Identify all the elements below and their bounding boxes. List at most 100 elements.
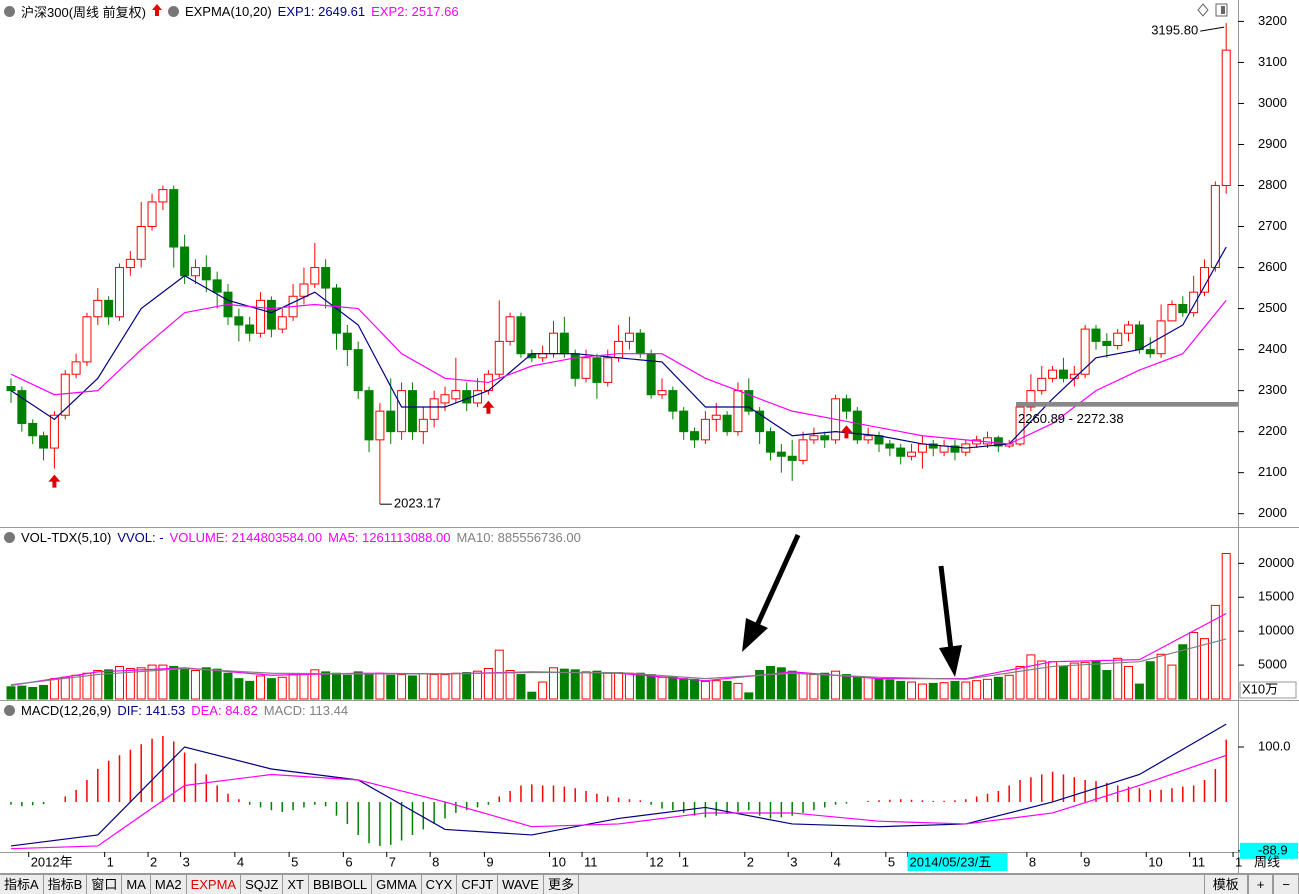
toolbar: 指标A 指标B 窗口 MA MA2 EXPMA SQJZ XT BBIBOLL GMMA CYX CF… [0, 874, 1299, 894]
candle-body [657, 390, 667, 396]
volume-bar [679, 678, 689, 700]
candle-body [125, 258, 135, 269]
candle-body [592, 357, 602, 383]
toolbar-tab[interactable]: BBIBOLL [309, 875, 373, 894]
candle-body [917, 443, 927, 453]
candle-body [1210, 185, 1220, 269]
volume-bar [180, 667, 190, 700]
indicator-line [10, 299, 1227, 445]
candle-body [983, 437, 992, 445]
volume-bar [28, 686, 38, 700]
x-tick-label: 3 [183, 854, 190, 869]
volume-bar [646, 674, 656, 700]
x-tick-label: 11 [1192, 854, 1206, 869]
volume-bar [440, 674, 450, 700]
toolbar-button[interactable]: − [1273, 875, 1299, 894]
volume-bar [809, 674, 819, 700]
volume-bar [1026, 654, 1036, 700]
candle-body [39, 435, 49, 449]
volume-bar [190, 670, 200, 700]
volume-bar [332, 672, 341, 700]
toolbar-tab[interactable]: WAVE [498, 875, 544, 894]
volume-bar [321, 671, 331, 700]
volume-bar [418, 673, 428, 700]
candle-body [277, 316, 287, 330]
candle-body [722, 414, 732, 433]
y-tick-label: 3200 [1258, 13, 1287, 28]
volume-bar [1058, 665, 1068, 700]
candle-body [1189, 291, 1199, 314]
candle-body [928, 443, 938, 449]
candle-body [809, 435, 819, 441]
chart: 2000 2100 2200 2300 2400 2500 2600 2700 2800 2900… [0, 0, 1299, 874]
candle-body [766, 431, 775, 453]
toolbar-tab[interactable]: CYX [422, 875, 458, 894]
candle-body [755, 410, 765, 433]
candle-body [744, 390, 754, 412]
legend-item: EXP2: 2517.66 [371, 4, 459, 19]
toolbar-tab[interactable]: 更多 [544, 875, 579, 894]
volume-bar [624, 672, 634, 700]
panel-title: VOL-TDX(5,10) [21, 530, 112, 545]
volume-bar [266, 678, 276, 700]
legend-item: VVOL: - [117, 530, 164, 545]
legend-item: MACD: 113.44 [263, 703, 349, 718]
volume-bar [939, 682, 949, 700]
volume-bar [559, 668, 569, 700]
volume-bar [1200, 638, 1209, 700]
toolbar-tab[interactable]: GMMA [372, 875, 422, 894]
toolbar-tab[interactable]: EXPMA [187, 875, 242, 894]
toolbar-button[interactable]: + [1247, 875, 1274, 894]
candle-body [820, 435, 830, 441]
toolbar-tab[interactable]: MA [122, 875, 151, 894]
candle-body [863, 435, 873, 441]
toolbar-tab[interactable]: XT [283, 875, 309, 894]
volume-bar [1134, 683, 1144, 700]
x-tick-label: 11 [584, 854, 598, 869]
volume-bar [863, 676, 873, 700]
candle-body [907, 451, 917, 457]
volume-bar [60, 676, 70, 700]
candle-body [375, 410, 385, 441]
volume-bar [310, 669, 320, 700]
candle-body [1048, 369, 1058, 379]
candle-body [136, 226, 146, 260]
panel-title: 沪深300(周线 前复权) [21, 5, 146, 20]
candle-body [82, 316, 92, 363]
candle-body [28, 422, 38, 437]
x-tick-label: 8 [1029, 854, 1036, 869]
candle-body [711, 414, 721, 420]
toolbar-tab[interactable]: 指标A [0, 875, 44, 894]
volume-bar [1167, 664, 1177, 700]
candle-body [1015, 406, 1025, 445]
x-tick-label: 2 [747, 854, 754, 869]
volume-bar [1015, 665, 1025, 700]
candle-body [787, 455, 797, 461]
toolbar-tab[interactable]: MA2 [151, 875, 187, 894]
volume-bar [494, 649, 504, 700]
volume-bar [917, 683, 927, 700]
toolbar-tab[interactable]: 指标B [44, 875, 88, 894]
volume-bar [147, 664, 157, 700]
y-tick-label: 3100 [1258, 54, 1287, 69]
volume-bar [277, 676, 287, 700]
volume-bar [1004, 674, 1014, 700]
candle-body [234, 316, 244, 326]
toolbar-right: 模板 + − [1203, 875, 1299, 894]
volume-bar [342, 674, 352, 700]
volume-bar [635, 672, 645, 700]
candle-body [212, 279, 222, 293]
toolbar-tab[interactable]: 窗口 [87, 875, 123, 894]
toolbar-tab[interactable]: SQJZ [241, 875, 284, 894]
candle-body [158, 189, 168, 203]
candle-body [733, 390, 743, 433]
candle-body [1178, 303, 1188, 314]
toolbar-tab[interactable]: CFJT [457, 875, 499, 894]
y-tick-label: 2800 [1258, 177, 1287, 192]
toolbar-button[interactable]: 模板 [1203, 875, 1248, 894]
candle-body [972, 439, 982, 445]
volume-bar [614, 672, 624, 700]
candle-body [603, 357, 613, 383]
legend-item: DEA: 84.82 [191, 703, 258, 718]
